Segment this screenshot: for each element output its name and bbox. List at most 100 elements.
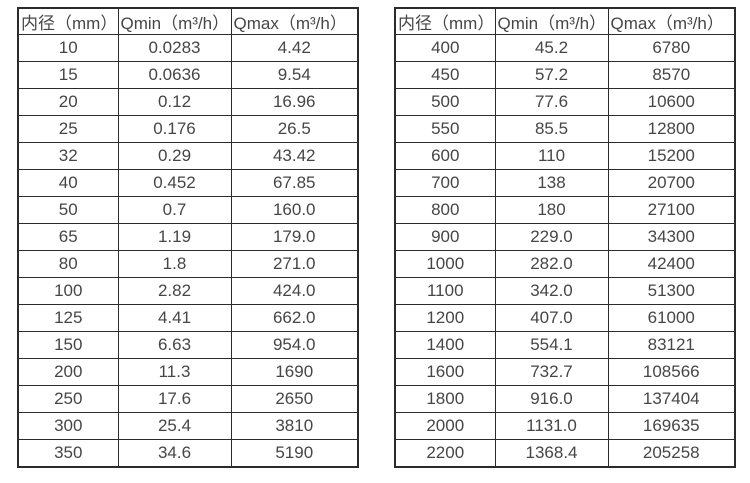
cell-inner-diameter: 15 xyxy=(17,61,119,89)
table-row: 150 6.63 954.0 xyxy=(17,331,359,359)
cell-qmin: 0.0636 xyxy=(117,61,232,89)
cell-qmax: 34300 xyxy=(607,223,736,251)
header-row: 内径（mm） Qmin（m³/h） Qmax（m³/h） xyxy=(394,7,736,35)
table-row: 350 34.6 5190 xyxy=(17,439,359,468)
cell-qmax: 137404 xyxy=(607,385,736,413)
cell-qmin: 45.2 xyxy=(494,34,609,62)
cell-qmax: 1690 xyxy=(230,358,359,386)
table-row: 20 0.12 16.96 xyxy=(17,88,359,116)
cell-qmin: 229.0 xyxy=(494,223,609,251)
cell-inner-diameter: 40 xyxy=(17,169,119,197)
cell-qmin: 342.0 xyxy=(494,277,609,305)
cell-qmax: 169635 xyxy=(607,412,736,440)
table-row: 32 0.29 43.42 xyxy=(17,142,359,170)
table-row: 125 4.41 662.0 xyxy=(17,304,359,332)
header-qmin: Qmin（m³/h） xyxy=(494,7,609,35)
cell-qmax: 61000 xyxy=(607,304,736,332)
cell-qmin: 57.2 xyxy=(494,61,609,89)
cell-qmin: 34.6 xyxy=(117,439,232,468)
table-row: 400 45.2 6780 xyxy=(394,34,736,62)
flow-table-large-diameters: 内径（mm） Qmin（m³/h） Qmax（m³/h） 400 45.2 67… xyxy=(394,7,736,468)
table-row: 2000 1131.0 169635 xyxy=(394,412,736,440)
table-row: 1400 554.1 83121 xyxy=(394,331,736,359)
table-row: 200 11.3 1690 xyxy=(17,358,359,386)
cell-inner-diameter: 10 xyxy=(17,34,119,62)
cell-qmin: 77.6 xyxy=(494,88,609,116)
cell-qmin: 25.4 xyxy=(117,412,232,440)
cell-qmax: 42400 xyxy=(607,250,736,278)
cell-qmax: 108566 xyxy=(607,358,736,386)
cell-qmax: 20700 xyxy=(607,169,736,197)
header-row: 内径（mm） Qmin（m³/h） Qmax（m³/h） xyxy=(17,7,359,35)
cell-inner-diameter: 25 xyxy=(17,115,119,143)
cell-qmin: 407.0 xyxy=(494,304,609,332)
table-row: 25 0.176 26.5 xyxy=(17,115,359,143)
cell-qmin: 1131.0 xyxy=(494,412,609,440)
cell-inner-diameter: 600 xyxy=(394,142,496,170)
cell-inner-diameter: 500 xyxy=(394,88,496,116)
table-row: 700 138 20700 xyxy=(394,169,736,197)
table-row: 550 85.5 12800 xyxy=(394,115,736,143)
cell-qmax: 10600 xyxy=(607,88,736,116)
cell-inner-diameter: 400 xyxy=(394,34,496,62)
cell-inner-diameter: 550 xyxy=(394,115,496,143)
header-qmax: Qmax（m³/h） xyxy=(607,7,736,35)
cell-qmax: 2650 xyxy=(230,385,359,413)
cell-inner-diameter: 300 xyxy=(17,412,119,440)
cell-qmax: 205258 xyxy=(607,439,736,468)
cell-inner-diameter: 65 xyxy=(17,223,119,251)
table-row: 1000 282.0 42400 xyxy=(394,250,736,278)
table-row: 450 57.2 8570 xyxy=(394,61,736,89)
cell-inner-diameter: 1100 xyxy=(394,277,496,305)
cell-qmax: 662.0 xyxy=(230,304,359,332)
cell-qmax: 4.42 xyxy=(230,34,359,62)
cell-inner-diameter: 1200 xyxy=(394,304,496,332)
cell-qmin: 85.5 xyxy=(494,115,609,143)
table-row: 40 0.452 67.85 xyxy=(17,169,359,197)
cell-qmax: 26.5 xyxy=(230,115,359,143)
table-row: 1800 916.0 137404 xyxy=(394,385,736,413)
cell-qmax: 9.54 xyxy=(230,61,359,89)
cell-qmin: 138 xyxy=(494,169,609,197)
cell-qmax: 954.0 xyxy=(230,331,359,359)
cell-qmax: 67.85 xyxy=(230,169,359,197)
cell-qmax: 179.0 xyxy=(230,223,359,251)
cell-qmax: 51300 xyxy=(607,277,736,305)
cell-qmin: 4.41 xyxy=(117,304,232,332)
cell-inner-diameter: 200 xyxy=(17,358,119,386)
cell-qmin: 0.7 xyxy=(117,196,232,224)
cell-inner-diameter: 700 xyxy=(394,169,496,197)
table-row: 1200 407.0 61000 xyxy=(394,304,736,332)
tables-container: 内径（mm） Qmin（m³/h） Qmax（m³/h） 10 0.0283 4… xyxy=(17,7,736,468)
table-row: 10 0.0283 4.42 xyxy=(17,34,359,62)
cell-inner-diameter: 350 xyxy=(17,439,119,468)
table-row: 50 0.7 160.0 xyxy=(17,196,359,224)
cell-inner-diameter: 250 xyxy=(17,385,119,413)
flow-table-small-diameters: 内径（mm） Qmin（m³/h） Qmax（m³/h） 10 0.0283 4… xyxy=(17,7,359,468)
cell-inner-diameter: 150 xyxy=(17,331,119,359)
cell-qmin: 11.3 xyxy=(117,358,232,386)
cell-qmin: 110 xyxy=(494,142,609,170)
table-row: 80 1.8 271.0 xyxy=(17,250,359,278)
table-row: 500 77.6 10600 xyxy=(394,88,736,116)
cell-qmax: 43.42 xyxy=(230,142,359,170)
table-row: 100 2.82 424.0 xyxy=(17,277,359,305)
cell-qmin: 180 xyxy=(494,196,609,224)
cell-qmax: 83121 xyxy=(607,331,736,359)
header-inner-diameter: 内径（mm） xyxy=(17,7,119,35)
cell-inner-diameter: 20 xyxy=(17,88,119,116)
cell-qmin: 0.0283 xyxy=(117,34,232,62)
cell-inner-diameter: 1600 xyxy=(394,358,496,386)
table-row: 65 1.19 179.0 xyxy=(17,223,359,251)
cell-inner-diameter: 80 xyxy=(17,250,119,278)
cell-qmax: 424.0 xyxy=(230,277,359,305)
cell-inner-diameter: 1000 xyxy=(394,250,496,278)
cell-qmin: 0.12 xyxy=(117,88,232,116)
cell-qmax: 6780 xyxy=(607,34,736,62)
cell-qmin: 0.29 xyxy=(117,142,232,170)
cell-qmax: 5190 xyxy=(230,439,359,468)
cell-qmax: 16.96 xyxy=(230,88,359,116)
cell-qmin: 1368.4 xyxy=(494,439,609,468)
cell-qmin: 1.8 xyxy=(117,250,232,278)
cell-inner-diameter: 2200 xyxy=(394,439,496,468)
